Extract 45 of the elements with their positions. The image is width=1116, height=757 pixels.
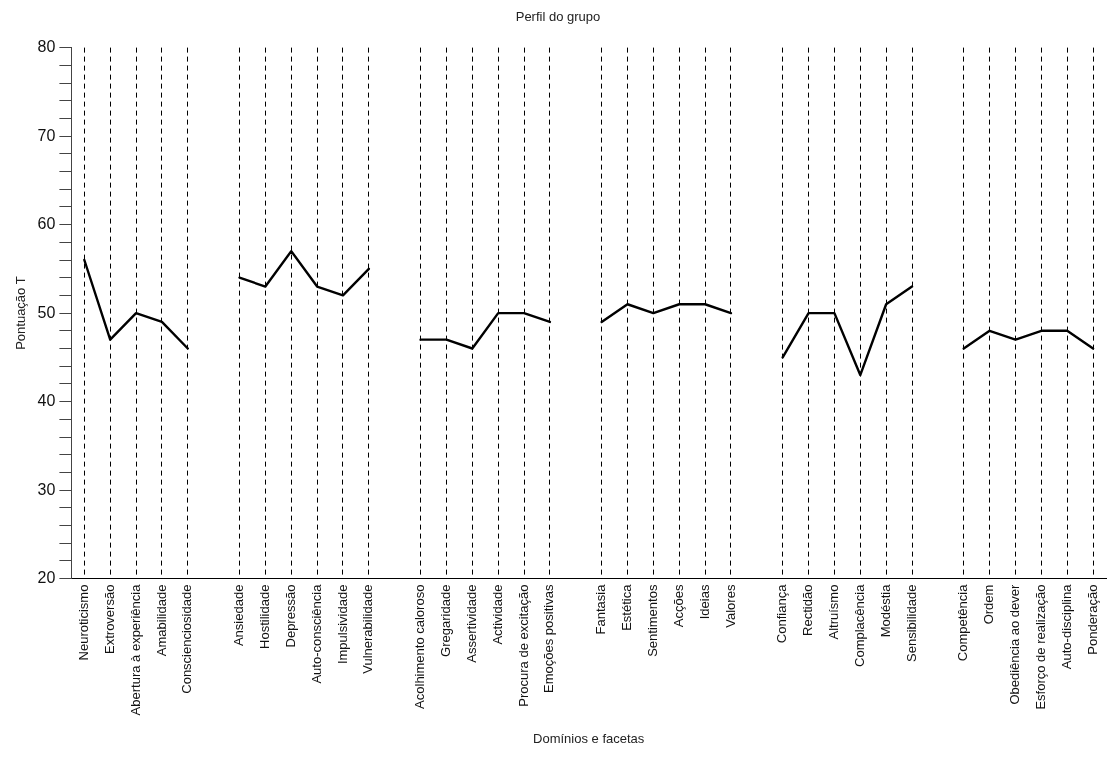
- x-tick-label: Altruísmo: [825, 584, 841, 640]
- x-tick-label: Ansiedade: [231, 584, 247, 647]
- x-tick-label: Procura de excitação: [515, 584, 531, 707]
- y-tick-label: 30: [37, 480, 56, 498]
- y-tick-label: 20: [37, 569, 56, 587]
- x-tick-label: Hostilidade: [256, 584, 272, 649]
- x-tick-label: Conscienciosidade: [179, 584, 195, 694]
- x-tick-label: Acções: [670, 584, 686, 628]
- x-tick-label: Assertividade: [463, 584, 479, 663]
- x-tick-label: Rectidão: [800, 584, 816, 636]
- x-tick-label: Abertura à experiência: [127, 583, 143, 716]
- x-tick-label: Competência: [955, 583, 971, 662]
- x-tick-label: Acolhimento caloroso: [412, 584, 428, 709]
- x-tick-label: Fantasia: [593, 583, 609, 635]
- x-tick-label: Ordem: [981, 584, 997, 625]
- y-tick-label: 60: [37, 215, 56, 233]
- y-tick-label: 80: [37, 38, 56, 56]
- y-tick-label: 50: [37, 303, 56, 321]
- x-tick-label: Esforço de realização: [1032, 584, 1048, 710]
- x-axis-title: Domínios e facetas: [533, 730, 645, 746]
- x-tick-label: Estética: [619, 583, 635, 631]
- x-tick-label: Ideias: [696, 584, 712, 620]
- x-tick-label: Emoções positivas: [541, 584, 557, 693]
- x-tick-label: Auto-disciplina: [1058, 583, 1074, 670]
- x-tick-label: Complacência: [851, 583, 867, 667]
- x-tick-label: Valores: [722, 584, 738, 628]
- x-tick-label: Obediência ao dever: [1007, 583, 1023, 705]
- x-tick-label: Sensibilidade: [903, 584, 919, 662]
- x-tick-label: Neuroticismo: [75, 584, 91, 661]
- x-tick-label: Auto-consciência: [308, 583, 324, 684]
- x-tick-label: Sentimentos: [644, 584, 660, 657]
- x-tick-label: Extroversão: [101, 584, 117, 654]
- x-tick-label: Confiança: [774, 583, 790, 644]
- x-tick-label: Ponderação: [1084, 584, 1100, 655]
- y-tick-label: 40: [37, 392, 56, 410]
- x-tick-label: Impulsividade: [334, 584, 350, 665]
- x-tick-label: Amabilidade: [153, 584, 169, 657]
- y-axis-title: Pontuação T: [13, 276, 29, 350]
- y-tick-label: 70: [37, 126, 56, 144]
- x-tick-label: Depressão: [282, 584, 298, 648]
- x-tick-label: Modéstia: [877, 583, 893, 638]
- x-tick-label: Gregaridade: [438, 584, 454, 657]
- x-tick-label: Vulnerabilidade: [360, 584, 376, 674]
- x-tick-label: Actividade: [489, 584, 505, 645]
- chart-title: Perfil do grupo: [515, 9, 601, 25]
